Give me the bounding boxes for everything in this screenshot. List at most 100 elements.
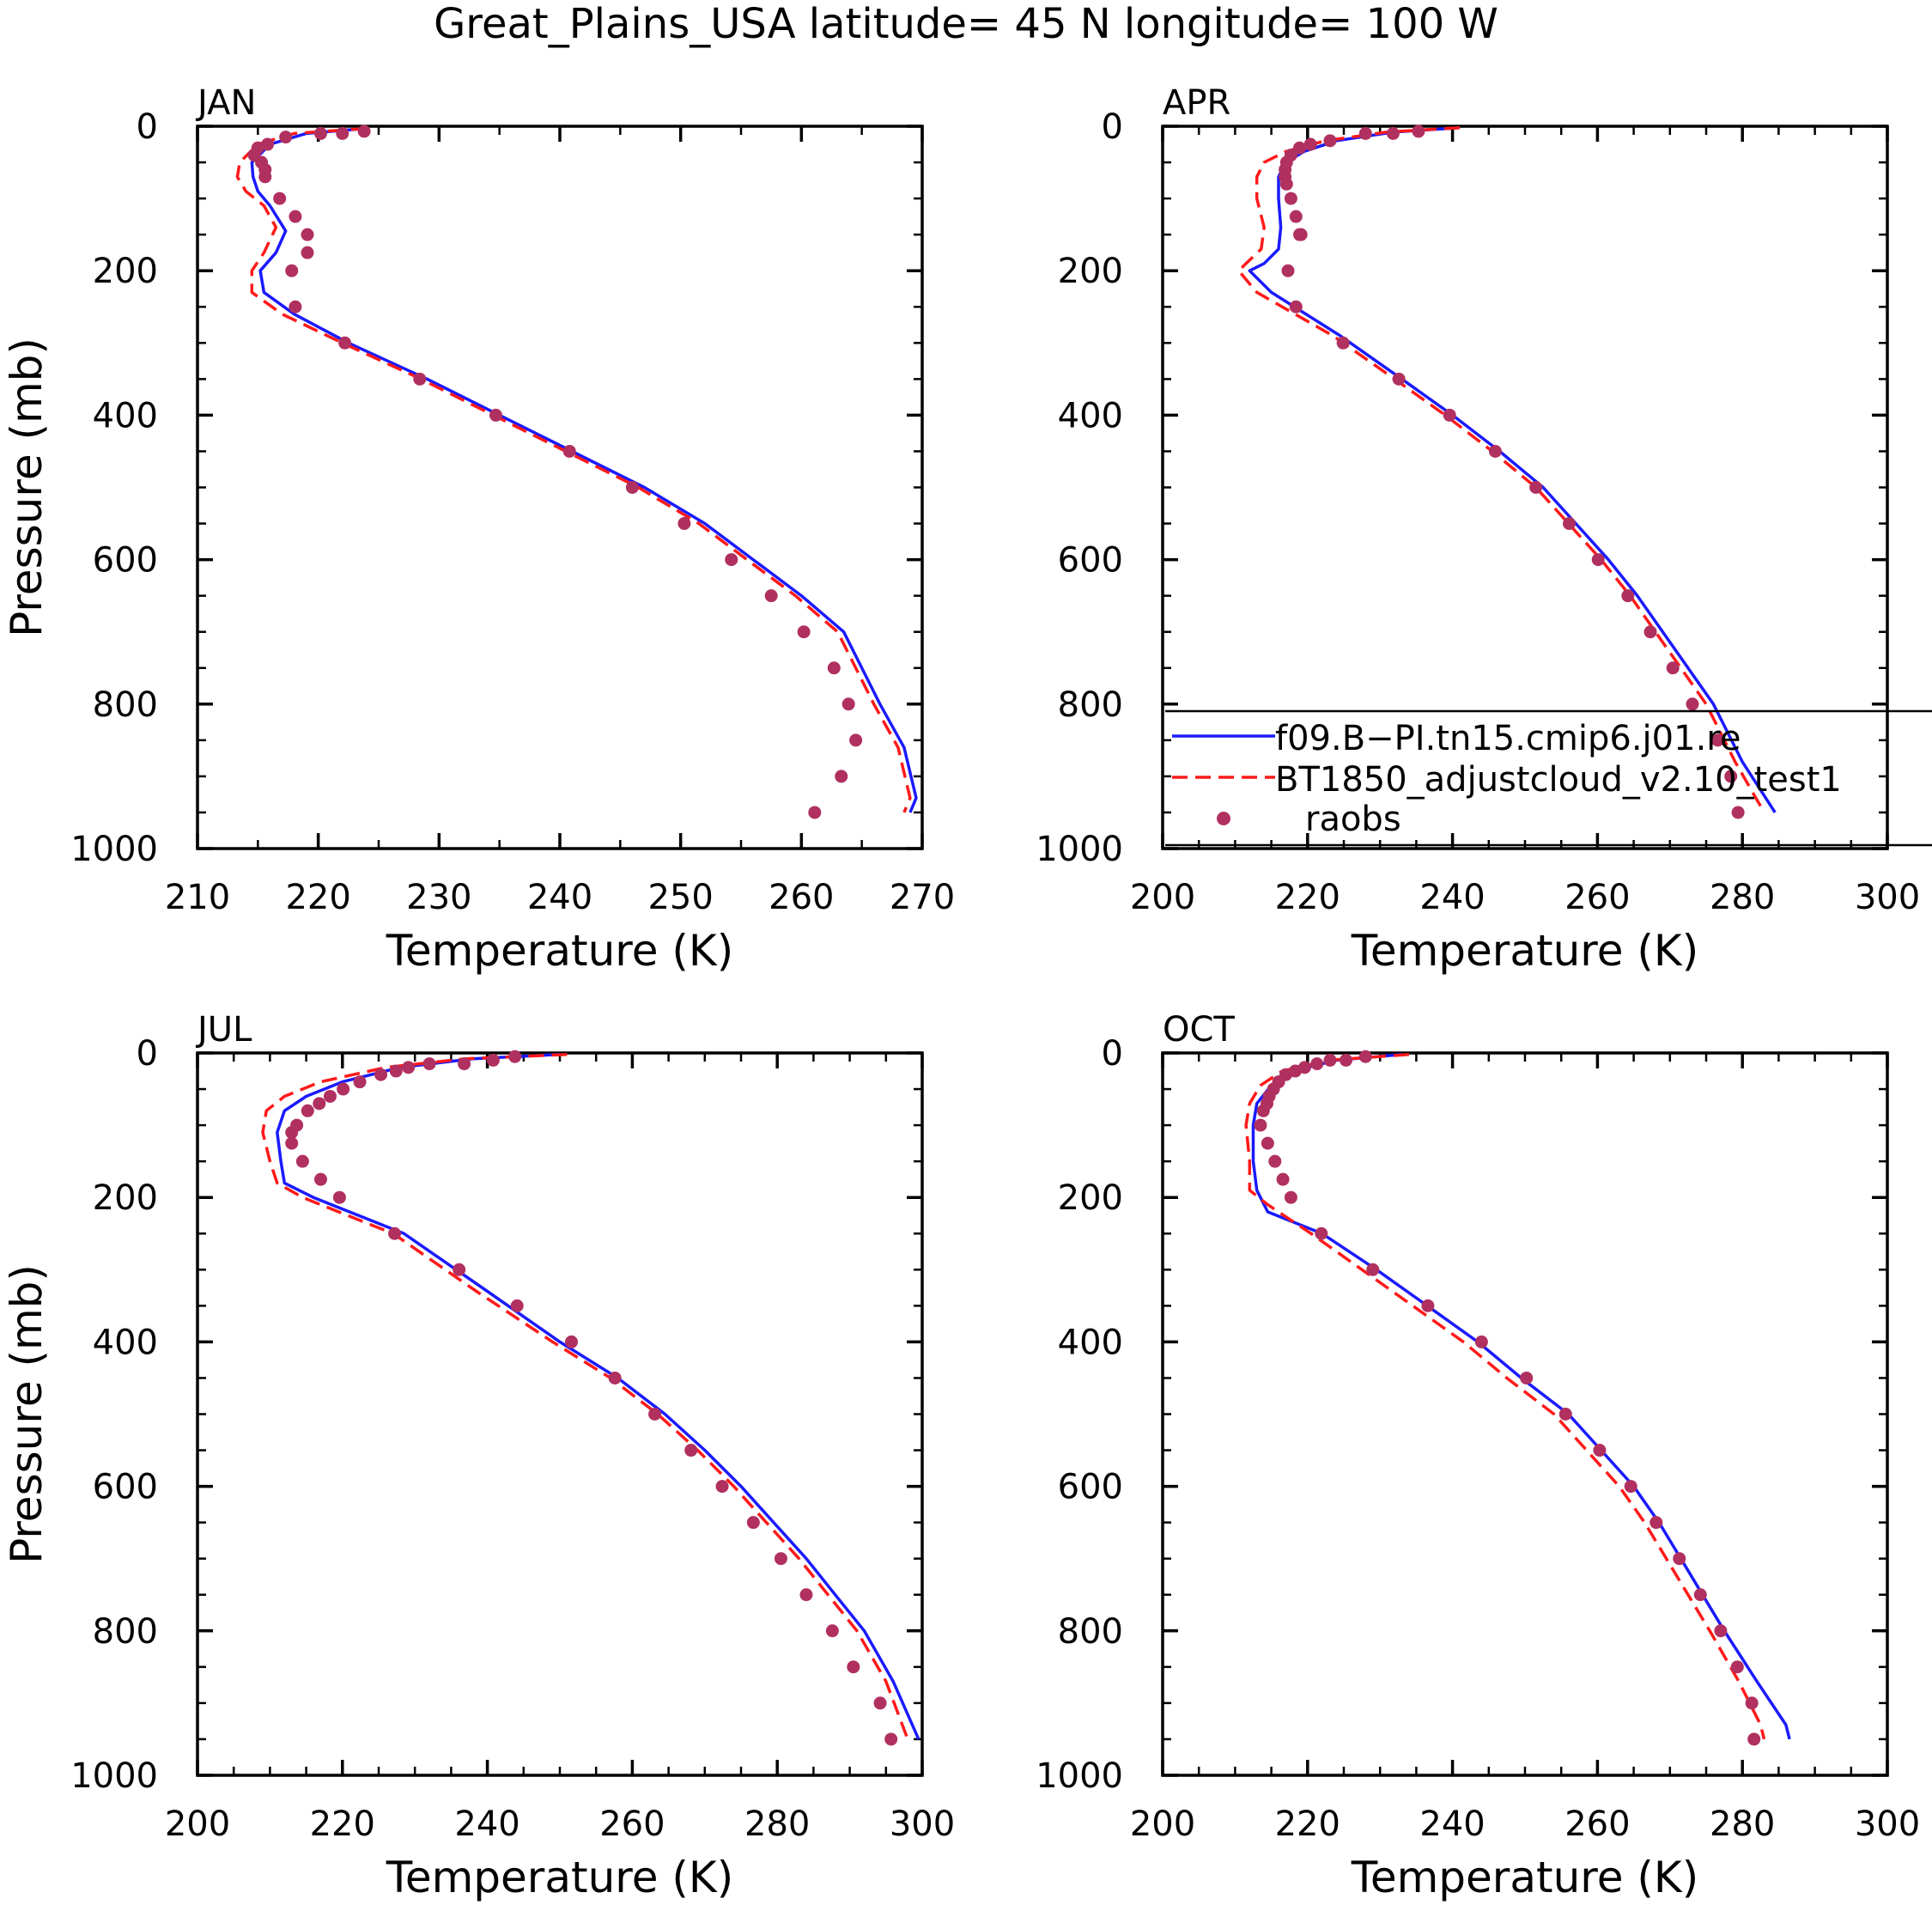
x-tick-label: 280	[1710, 878, 1775, 917]
series-line-f09	[276, 1052, 920, 1740]
y-axis-label: Pressure (mb)	[2, 1264, 52, 1564]
raobs-point	[1624, 1480, 1637, 1494]
raobs-point	[1745, 1696, 1759, 1710]
raobs-point	[884, 1732, 898, 1746]
raobs-point	[847, 1660, 860, 1674]
x-axis-label: Temperature (K)	[1351, 926, 1698, 976]
raobs-point	[1293, 141, 1307, 155]
raobs-point	[353, 1075, 367, 1089]
raobs-point	[1392, 372, 1406, 386]
x-tick-label: 240	[1419, 1804, 1485, 1844]
x-tick-label: 200	[1130, 878, 1195, 917]
raobs-point	[1474, 1335, 1488, 1348]
raobs-point	[1747, 1732, 1761, 1746]
raobs-point	[313, 1097, 326, 1111]
raobs-point	[1693, 1588, 1707, 1602]
raobs-point	[562, 444, 576, 458]
series-line-bt1850	[1236, 125, 1766, 813]
y-tick-label: 1000	[70, 830, 158, 869]
x-tick-label: 260	[1564, 878, 1630, 917]
raobs-point	[295, 1154, 309, 1168]
series-line-f09	[1251, 1052, 1791, 1740]
raobs-point	[1488, 444, 1502, 458]
y-tick-label: 800	[1058, 1612, 1123, 1652]
x-tick-label: 270	[890, 878, 955, 917]
raobs-point	[301, 246, 314, 259]
x-tick-label: 280	[1710, 1804, 1775, 1844]
raobs-point	[389, 1064, 403, 1078]
y-tick-label: 200	[93, 252, 158, 291]
raobs-point	[289, 300, 302, 313]
raobs-point	[1279, 177, 1293, 191]
y-tick-label: 0	[1102, 1034, 1123, 1074]
raobs-point	[835, 770, 848, 783]
raobs-point	[1315, 1226, 1328, 1240]
raobs-point	[1294, 228, 1308, 241]
raobs-point	[1643, 625, 1657, 639]
raobs-point	[1686, 697, 1699, 711]
raobs-point	[1358, 126, 1372, 140]
y-axis-label: Pressure (mb)	[2, 338, 52, 637]
raobs-point	[285, 264, 299, 277]
raobs-point	[1358, 1050, 1372, 1063]
raobs-point	[625, 481, 639, 494]
raobs-point	[422, 1057, 436, 1071]
x-tick-label: 250	[647, 878, 713, 917]
raobs-point	[1412, 125, 1425, 138]
raobs-point	[338, 336, 352, 350]
raobs-point	[1289, 210, 1303, 223]
y-tick-label: 800	[93, 685, 158, 725]
y-tick-label: 600	[1058, 1468, 1123, 1507]
raobs-point	[827, 661, 841, 675]
raobs-point	[1310, 1057, 1324, 1071]
raobs-point	[336, 126, 349, 140]
raobs-point	[1666, 661, 1680, 675]
series-line-bt1850	[235, 126, 912, 813]
figure-title: Great_Plains_USA latitude= 45 N longitud…	[434, 0, 1498, 48]
raobs-point	[413, 372, 427, 386]
x-tick-label: 240	[1419, 878, 1485, 917]
y-tick-label: 600	[93, 541, 158, 581]
raobs-point	[402, 1061, 416, 1074]
panel-label: JUL	[195, 1010, 252, 1050]
raobs-point	[1268, 1154, 1282, 1168]
raobs-point	[849, 733, 863, 747]
legend-marker-obs	[1217, 812, 1230, 825]
raobs-point	[1673, 1552, 1686, 1566]
raobs-point	[301, 1104, 314, 1117]
raobs-point	[808, 806, 822, 819]
x-tick-label: 300	[1855, 1804, 1920, 1844]
raobs-point	[285, 1126, 299, 1140]
raobs-point	[1421, 1299, 1435, 1312]
raobs-point	[825, 1624, 839, 1638]
y-tick-label: 400	[93, 396, 158, 435]
panel-label: OCT	[1163, 1010, 1235, 1050]
raobs-point	[313, 1172, 327, 1186]
raobs-point	[1443, 408, 1456, 422]
raobs-point	[1256, 1104, 1270, 1117]
raobs-point	[458, 1057, 471, 1071]
y-tick-label: 800	[1058, 685, 1123, 725]
panel-jul: 200 220 240 260 280 300 0 200 400 600 800 1000 JUL Te…	[2, 1010, 955, 1902]
series-line-bt1850	[1244, 1052, 1766, 1740]
raobs-point	[1591, 553, 1605, 567]
x-axis-label: Temperature (K)	[386, 1853, 733, 1902]
raobs-point	[388, 1226, 402, 1240]
x-tick-label: 220	[310, 1804, 375, 1844]
legend: f09.B−PI.tn15.cmip6.j01.re BT1850_adjust…	[1165, 709, 1932, 847]
legend-label-model1: f09.B−PI.tn15.cmip6.j01.re	[1275, 719, 1741, 758]
raobs-point	[285, 1136, 299, 1150]
x-tick-label: 220	[1275, 1804, 1340, 1844]
raobs-point	[725, 553, 738, 567]
raobs-point	[510, 1299, 524, 1312]
raobs-point	[608, 1371, 622, 1384]
raobs-point	[1254, 1118, 1267, 1132]
raobs-point	[258, 170, 272, 184]
raobs-point	[337, 1082, 350, 1096]
y-tick-label: 0	[137, 1034, 158, 1074]
raobs-point	[1649, 1516, 1663, 1530]
raobs-point	[648, 1408, 662, 1421]
raobs-point	[1284, 192, 1297, 205]
raobs-point	[301, 228, 314, 241]
